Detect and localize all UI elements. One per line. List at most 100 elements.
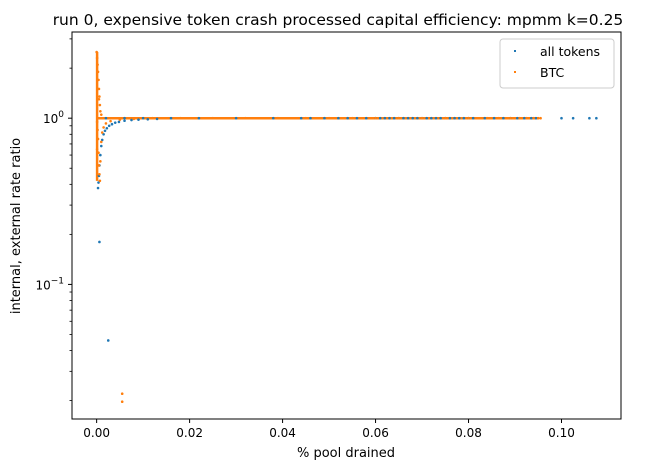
series-btc: [95, 50, 542, 403]
data-point: [99, 153, 102, 157]
data-point: [95, 120, 99, 124]
data-point: [99, 140, 103, 144]
data-point: [244, 116, 247, 120]
data-point: [102, 133, 105, 136]
data-point: [99, 144, 103, 148]
data-point: [100, 131, 104, 134]
data-point: [406, 116, 410, 120]
data-point: [130, 118, 133, 122]
data-point: [411, 116, 415, 120]
data-point: [99, 113, 103, 116]
data-point: [485, 116, 489, 120]
data-point: [327, 116, 331, 120]
data-point: [434, 116, 438, 120]
data-point: [99, 160, 102, 163]
legend-marker-btc: [514, 71, 516, 73]
x-tick-label: 0.10: [548, 426, 575, 440]
data-point: [502, 116, 505, 120]
data-point: [95, 50, 98, 54]
data-point: [123, 116, 126, 120]
data-point: [95, 56, 99, 60]
data-point: [169, 116, 173, 120]
data-point: [137, 118, 140, 121]
data-point: [97, 181, 100, 184]
data-point: [97, 151, 100, 154]
data-point: [113, 121, 117, 124]
data-point: [98, 179, 102, 183]
data-point: [509, 116, 512, 120]
data-point: [299, 116, 303, 120]
data-point: [109, 119, 112, 123]
x-tick-label: 0.02: [176, 426, 203, 440]
legend-label-all-tokens: all tokens: [540, 44, 600, 59]
data-point: [96, 137, 100, 141]
data-point: [355, 116, 359, 120]
data-point: [146, 117, 150, 121]
data-point: [483, 116, 487, 120]
data-point: [98, 172, 101, 176]
data-point: [104, 116, 108, 120]
series-all-tokens: [96, 116, 598, 342]
data-point: [523, 116, 526, 120]
legend-box: [499, 38, 615, 89]
data-point: [595, 116, 598, 120]
data-point: [539, 116, 542, 120]
data-point: [104, 122, 108, 125]
plot-frame: [71, 31, 622, 420]
data-point: [97, 164, 101, 167]
data-point: [351, 116, 354, 120]
data-point: [98, 103, 102, 107]
data-point: [532, 116, 535, 120]
data-point: [100, 138, 104, 142]
data-point: [102, 126, 105, 129]
data-point: [453, 116, 456, 120]
data-point: [304, 116, 308, 120]
data-point: [98, 95, 101, 98]
data-point: [106, 339, 110, 342]
x-tick-label: 0.06: [362, 426, 389, 440]
data-point: [99, 110, 102, 113]
data-point: [309, 116, 312, 120]
data-point: [151, 116, 154, 120]
data-point: [123, 119, 126, 123]
data-point: [467, 116, 470, 120]
data-point: [420, 116, 424, 120]
data-point: [98, 240, 101, 244]
data-point: [96, 186, 100, 190]
data-point: [346, 116, 349, 120]
x-axis-label: % pool drained: [297, 446, 395, 461]
data-point: [117, 120, 121, 124]
data-point: [97, 87, 101, 91]
data-point: [492, 116, 496, 120]
y-axis-minor-ticks: [69, 38, 72, 401]
data-point: [571, 116, 575, 120]
data-point: [234, 116, 238, 120]
data-point: [397, 116, 401, 120]
data-point: [110, 122, 114, 126]
legend: all tokens BTC: [499, 38, 615, 89]
data-point: [323, 116, 326, 120]
data-point: [211, 116, 215, 120]
data-point: [120, 400, 124, 403]
data-point: [416, 116, 419, 120]
data-point: [374, 116, 377, 120]
data-point: [364, 116, 368, 120]
data-point: [525, 116, 528, 120]
data-point: [471, 116, 475, 120]
data-point: [271, 116, 275, 120]
data-point: [560, 116, 563, 120]
x-tick-label: 0.04: [269, 426, 296, 440]
data-point: [392, 116, 396, 120]
x-tick-label: 0.00: [83, 426, 110, 440]
y-axis-ticks: 10−1 100: [35, 110, 72, 292]
data-point: [120, 392, 124, 396]
data-point: [457, 116, 461, 120]
y-tick-label: 10−1: [35, 276, 64, 292]
data-point: [439, 116, 442, 120]
data-point: [448, 116, 452, 120]
data-point: [534, 116, 538, 120]
data-point: [97, 97, 101, 101]
data-point: [96, 128, 99, 132]
data-point: [132, 117, 136, 121]
